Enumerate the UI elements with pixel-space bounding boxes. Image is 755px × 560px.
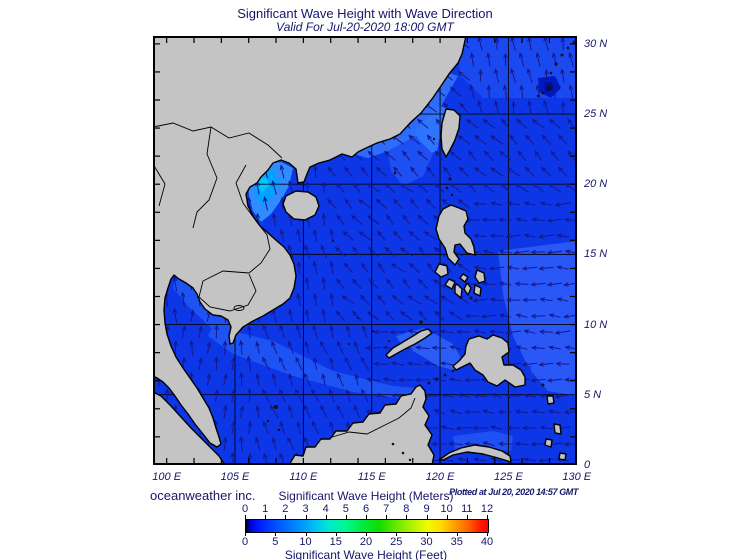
land-luzon: [435, 204, 476, 266]
legend-scale-tick: [245, 515, 246, 519]
lon-tick-label: 115 E: [357, 471, 386, 483]
legend-scale-tick: [366, 532, 367, 536]
legend-scale-tick: [446, 515, 448, 519]
legend-scale-tick: [386, 515, 388, 519]
legend-scale-tick: [426, 532, 428, 536]
legend-scale-tick: [426, 515, 428, 519]
legend-scale-value: 5: [342, 503, 349, 515]
legend-scale-value: 1: [262, 503, 269, 515]
wave-map: [153, 36, 577, 465]
legend-meters-tickmarks: [245, 515, 488, 519]
plotted-timestamp: Plotted at Jul 20, 2020 14:57 GMT: [449, 487, 578, 497]
lon-tick-label: 100 E: [152, 471, 182, 483]
legend-scale-value: 10: [440, 503, 453, 515]
legend-scale-value: 25: [390, 536, 403, 548]
legend-scale-tick: [335, 532, 337, 536]
legend-meters-ticks: 0 1 2 3 4 5 6 7 8 9 10 11 12: [241, 503, 493, 515]
island-specks: [266, 40, 576, 462]
lat-tick-label: 5 N: [584, 388, 602, 401]
legend-scale-tick: [366, 515, 367, 519]
country-borders: [153, 122, 416, 439]
land-panay: [444, 278, 456, 290]
legend-scale-tick: [487, 515, 488, 519]
legend-scale-value: 20: [359, 536, 373, 548]
lon-tick-label: 120 E: [425, 471, 455, 483]
legend-scale-tick: [456, 532, 458, 536]
legend-scale-tick: [285, 515, 287, 519]
valid-time-subtitle: Valid For Jul-20-2020 18:00 GMT: [276, 20, 454, 34]
land-halmahera-group: [544, 395, 567, 461]
legend-scale-value: 2: [282, 503, 289, 515]
legend-scale-value: 35: [450, 536, 463, 548]
legend-feet-tickmarks: [245, 532, 488, 536]
land-negros: [454, 283, 463, 299]
legend-scale-tick: [396, 532, 398, 536]
land-palawan: [385, 328, 433, 359]
map-edge-ticks: [155, 38, 575, 463]
land-leyte: [473, 284, 482, 297]
land-asia-mainland: [153, 36, 467, 448]
legend-scale-value: 3: [302, 503, 309, 515]
lon-tick-label: 130 E: [562, 471, 592, 483]
legend-scale-tick: [305, 515, 307, 519]
credit-text: oceanweather inc.: [150, 488, 256, 503]
land-samar: [474, 269, 486, 284]
legend-scale-value: 40: [480, 536, 494, 548]
legend-scale-tick: [305, 532, 307, 536]
land-hainan: [282, 190, 320, 221]
land-masbate: [459, 273, 469, 283]
legend-scale-value: 15: [329, 536, 342, 548]
legend-scale-tick: [466, 515, 468, 519]
legend-scale-tick: [265, 515, 267, 519]
lon-tick-label: 105 E: [220, 471, 250, 483]
map-plot-area: [153, 36, 577, 465]
lat-tick-label: 0: [584, 458, 591, 471]
legend-scale-value: 11: [461, 503, 473, 515]
legend-scale-tick: [245, 532, 246, 536]
legend-scale-value: 30: [420, 536, 433, 548]
land-mindoro: [434, 263, 449, 278]
legend-scale-value: 0: [241, 503, 249, 515]
lat-tick-label: 30 N: [584, 37, 608, 50]
legend-scale-value: 9: [423, 503, 430, 515]
lat-tick-label: 10 N: [584, 318, 608, 331]
legend-scale-value: 7: [383, 503, 390, 515]
land-sumatra: [153, 391, 226, 465]
lat-tick-label: 15 N: [584, 248, 608, 261]
land-cebu: [463, 282, 472, 296]
wave-height-colorbar: [245, 519, 489, 533]
lat-tick-label: 20 N: [584, 178, 608, 191]
legend-scale-tick: [345, 515, 347, 519]
legend-meters-label: Significant Wave Height (Meters): [278, 489, 454, 503]
legend-scale-value: 6: [362, 503, 370, 515]
legend-scale-tick: [275, 532, 277, 536]
land-taiwan: [440, 108, 461, 158]
legend-scale-value: 4: [322, 503, 329, 515]
legend-feet-label: Significant Wave Height (Feet): [284, 548, 448, 560]
lon-tick-label: 110 E: [289, 471, 318, 483]
lon-tick-label: 125 E: [494, 471, 523, 483]
land-borneo: [288, 384, 435, 465]
land-mindanao: [452, 334, 526, 388]
land-layer: [153, 36, 567, 465]
legend-scale-tick: [325, 515, 327, 519]
land-sulawesi: [438, 444, 512, 463]
page-title: Significant Wave Height with Wave Direct…: [237, 6, 493, 21]
legend-scale-value: 0: [241, 536, 249, 548]
legend-scale-value: 12: [480, 503, 494, 515]
legend-feet-ticks: 0 5 10 15 20 25 30 35 40: [241, 536, 493, 548]
legend-scale-tick: [487, 532, 488, 536]
legend-scale-value: 5: [272, 536, 279, 548]
map-frame: [153, 36, 577, 465]
lat-tick-label: 25 N: [584, 108, 608, 121]
legend-scale-value: 10: [299, 536, 312, 548]
legend-scale-tick: [406, 515, 408, 519]
legend-scale-value: 8: [403, 503, 410, 515]
